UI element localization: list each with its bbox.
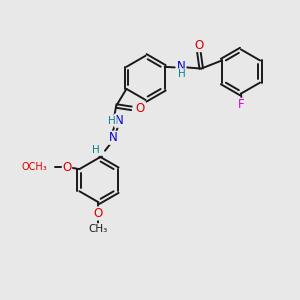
Text: OCH₃: OCH₃ [22,162,48,172]
Text: O: O [62,160,72,174]
Text: F: F [238,98,245,111]
Text: O: O [94,207,103,220]
Text: H: H [92,145,99,155]
Text: CH₃: CH₃ [89,224,108,234]
Text: H: H [178,69,185,79]
Text: O: O [135,102,144,115]
Text: N: N [177,60,186,73]
Text: O: O [194,38,203,52]
Text: N: N [115,114,124,127]
Text: H: H [109,116,116,126]
Text: N: N [109,131,118,144]
